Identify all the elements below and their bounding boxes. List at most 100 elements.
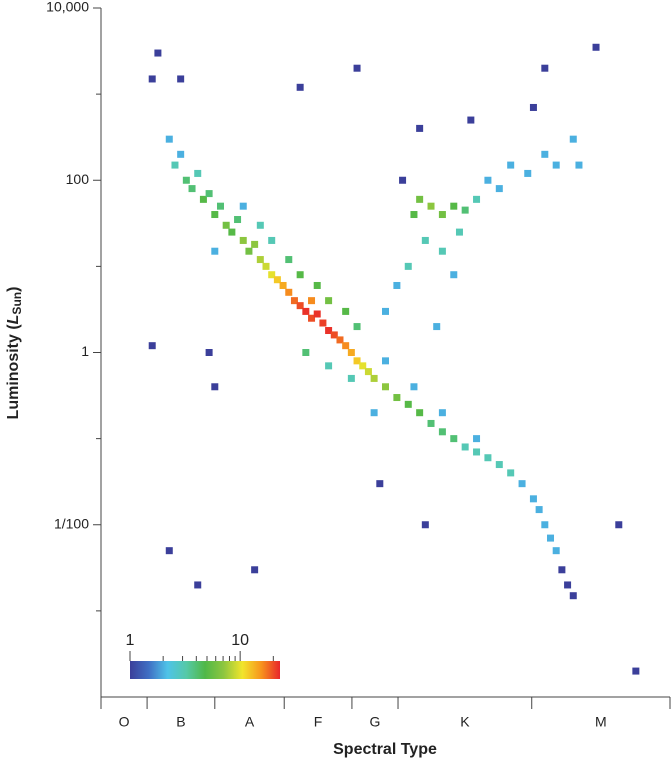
density-cell bbox=[421, 521, 429, 529]
density-cell bbox=[171, 161, 179, 169]
density-cell bbox=[569, 135, 577, 143]
density-cell bbox=[393, 281, 401, 289]
density-cell bbox=[495, 185, 503, 193]
density-cell bbox=[404, 262, 412, 270]
density-cell bbox=[177, 150, 185, 158]
density-cell bbox=[564, 581, 572, 589]
density-cell bbox=[313, 281, 321, 289]
density-cell bbox=[438, 428, 446, 436]
density-cell bbox=[199, 195, 207, 203]
density-cell bbox=[211, 383, 219, 391]
x-tick-label: M bbox=[595, 714, 607, 730]
density-cell bbox=[416, 124, 424, 132]
density-cell bbox=[211, 211, 219, 219]
density-cell bbox=[239, 202, 247, 210]
y-title-symbol: L bbox=[5, 315, 22, 325]
density-cell bbox=[507, 161, 515, 169]
density-cell bbox=[347, 374, 355, 382]
density-cell bbox=[336, 336, 344, 344]
density-cell bbox=[473, 448, 481, 456]
density-cell bbox=[495, 461, 503, 469]
density-cell bbox=[325, 362, 333, 370]
density-cell bbox=[194, 169, 202, 177]
density-cell bbox=[421, 236, 429, 244]
density-cell bbox=[302, 349, 310, 356]
density-cell bbox=[228, 228, 236, 236]
density-cell bbox=[376, 480, 384, 488]
density-cell bbox=[325, 297, 333, 305]
density-cell bbox=[268, 236, 276, 244]
density-cell bbox=[438, 409, 446, 417]
y-title-suffix: ) bbox=[5, 287, 22, 292]
density-cell bbox=[347, 349, 355, 356]
density-cell bbox=[256, 221, 264, 229]
density-cell bbox=[342, 342, 350, 350]
density-cell bbox=[393, 394, 401, 402]
density-cell bbox=[308, 314, 316, 322]
density-cell bbox=[410, 211, 418, 219]
density-cell bbox=[319, 319, 327, 327]
density-cell bbox=[455, 228, 463, 236]
density-cell bbox=[382, 357, 389, 365]
y-tick-label: 10,000 bbox=[46, 0, 89, 15]
density-cell bbox=[529, 103, 537, 111]
density-cell bbox=[285, 256, 293, 264]
density-cell bbox=[182, 176, 190, 184]
density-cell bbox=[615, 521, 623, 529]
y-tick-label: 1/100 bbox=[54, 515, 89, 531]
density-cell bbox=[547, 534, 555, 542]
density-cell bbox=[461, 206, 469, 214]
y-axis-title: Luminosity (LSun) bbox=[5, 287, 24, 420]
density-cell bbox=[279, 281, 287, 289]
density-cell bbox=[552, 547, 560, 555]
density-cell bbox=[450, 202, 458, 210]
density-cell bbox=[262, 262, 270, 270]
y-tick-label: 1 bbox=[81, 343, 89, 359]
density-cell bbox=[529, 495, 537, 503]
density-cell bbox=[558, 566, 566, 574]
x-axis-title: Spectral Type bbox=[333, 741, 437, 758]
density-cell bbox=[165, 547, 173, 555]
density-cell bbox=[569, 592, 577, 600]
colorbar-tick-label: 1 bbox=[126, 632, 135, 649]
density-cell bbox=[427, 419, 435, 427]
y-tick-label: 100 bbox=[66, 171, 90, 187]
density-cell bbox=[484, 176, 492, 184]
density-cell bbox=[251, 566, 259, 574]
density-cell bbox=[313, 310, 321, 318]
density-cell bbox=[239, 236, 247, 244]
x-tick-label: O bbox=[119, 714, 130, 730]
density-cell bbox=[552, 161, 560, 169]
density-cell bbox=[296, 302, 304, 310]
density-cell bbox=[177, 75, 185, 83]
density-cell bbox=[507, 469, 515, 477]
density-cell bbox=[461, 443, 469, 451]
y-title-prefix: Luminosity ( bbox=[5, 324, 22, 420]
density-cell bbox=[438, 247, 446, 255]
colorbar bbox=[130, 661, 280, 679]
density-cell bbox=[410, 383, 418, 391]
density-cell bbox=[205, 190, 213, 198]
density-cell bbox=[450, 435, 458, 443]
density-cell bbox=[290, 297, 298, 305]
density-cell bbox=[359, 362, 367, 370]
density-cell bbox=[302, 307, 310, 315]
density-cell bbox=[467, 116, 475, 124]
density-cell bbox=[216, 202, 224, 210]
density-cell bbox=[205, 349, 213, 356]
density-cell bbox=[188, 185, 196, 193]
density-cell bbox=[148, 75, 156, 83]
density-cell bbox=[353, 357, 361, 365]
density-cell bbox=[382, 307, 389, 315]
y-title-subscript: Sun bbox=[10, 292, 24, 315]
density-cell bbox=[364, 368, 372, 376]
density-cell bbox=[524, 169, 532, 177]
density-cell bbox=[256, 256, 264, 264]
density-cell bbox=[154, 49, 162, 57]
density-cell bbox=[484, 454, 492, 462]
density-cell bbox=[296, 83, 304, 91]
x-tick-label: F bbox=[314, 714, 323, 730]
density-cell bbox=[416, 409, 424, 417]
density-cell bbox=[399, 176, 407, 184]
